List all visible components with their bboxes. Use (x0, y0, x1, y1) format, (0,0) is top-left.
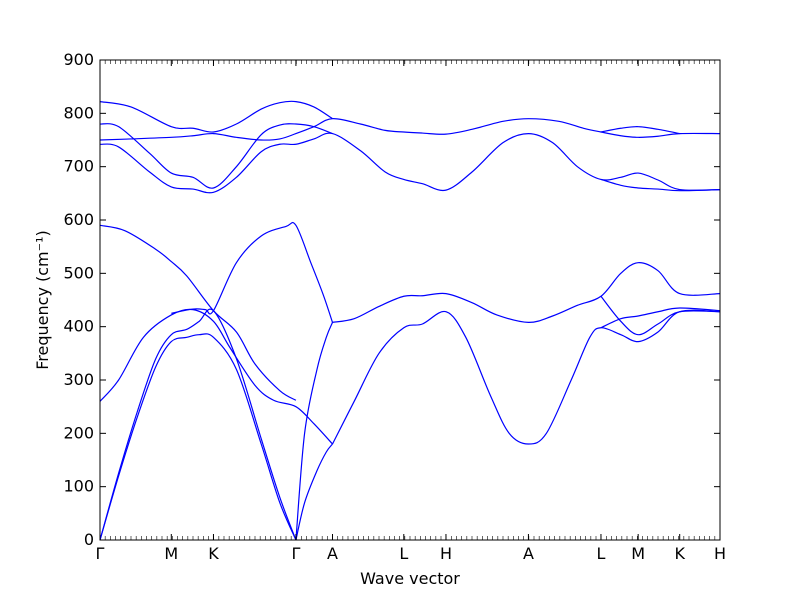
y-tick-label: 0 (84, 530, 94, 549)
y-tick-label: 400 (63, 317, 94, 336)
band-line-13 (99, 100, 333, 133)
x-tick-label: M (631, 544, 645, 563)
band-line-5 (171, 221, 334, 323)
x-axis-label: Wave vector (360, 569, 460, 588)
x-tick-label: H (714, 544, 726, 563)
y-tick-labels: 0 100 200 300 400 500 600 700 800 900 (63, 50, 94, 549)
x-tick-label: L (596, 544, 605, 563)
band-line-11 (600, 295, 721, 336)
y-tick-label: 200 (63, 423, 94, 442)
band-line-17 (600, 126, 680, 135)
band-lines (99, 100, 721, 541)
y-tick-label: 900 (63, 50, 94, 69)
x-tick-label: K (674, 544, 685, 563)
y-tick-label: 500 (63, 263, 94, 282)
band-line-16 (600, 178, 721, 192)
band-line-14 (99, 123, 333, 189)
band-line-12 (99, 118, 721, 141)
x-tick-label: A (327, 544, 338, 563)
y-tick-label: 300 (63, 370, 94, 389)
y-tick-label: 700 (63, 157, 94, 176)
band-line-9 (332, 262, 721, 324)
band-line-2 (99, 308, 297, 541)
x-tick-label: A (523, 544, 534, 563)
axis-ticks (99, 59, 721, 541)
x-tick-label: H (440, 544, 452, 563)
band-line-6 (295, 322, 334, 541)
band-line-7 (295, 443, 333, 541)
band-line-8 (331, 309, 721, 445)
y-tick-label: 800 (63, 103, 94, 122)
band-line-1 (99, 333, 297, 541)
x-tick-label: Γ (96, 544, 105, 563)
x-tick-label: L (399, 544, 408, 563)
y-tick-label: 100 (63, 477, 94, 496)
y-axis-label: Frequency (cm⁻¹) (33, 230, 52, 369)
x-tick-label: Γ (291, 544, 300, 563)
x-tick-label: K (208, 544, 219, 563)
band-line-3 (99, 308, 333, 445)
y-tick-label: 600 (63, 210, 94, 229)
band-line-15 (99, 132, 721, 194)
band-line-4 (99, 224, 297, 401)
x-tick-label: M (164, 544, 178, 563)
